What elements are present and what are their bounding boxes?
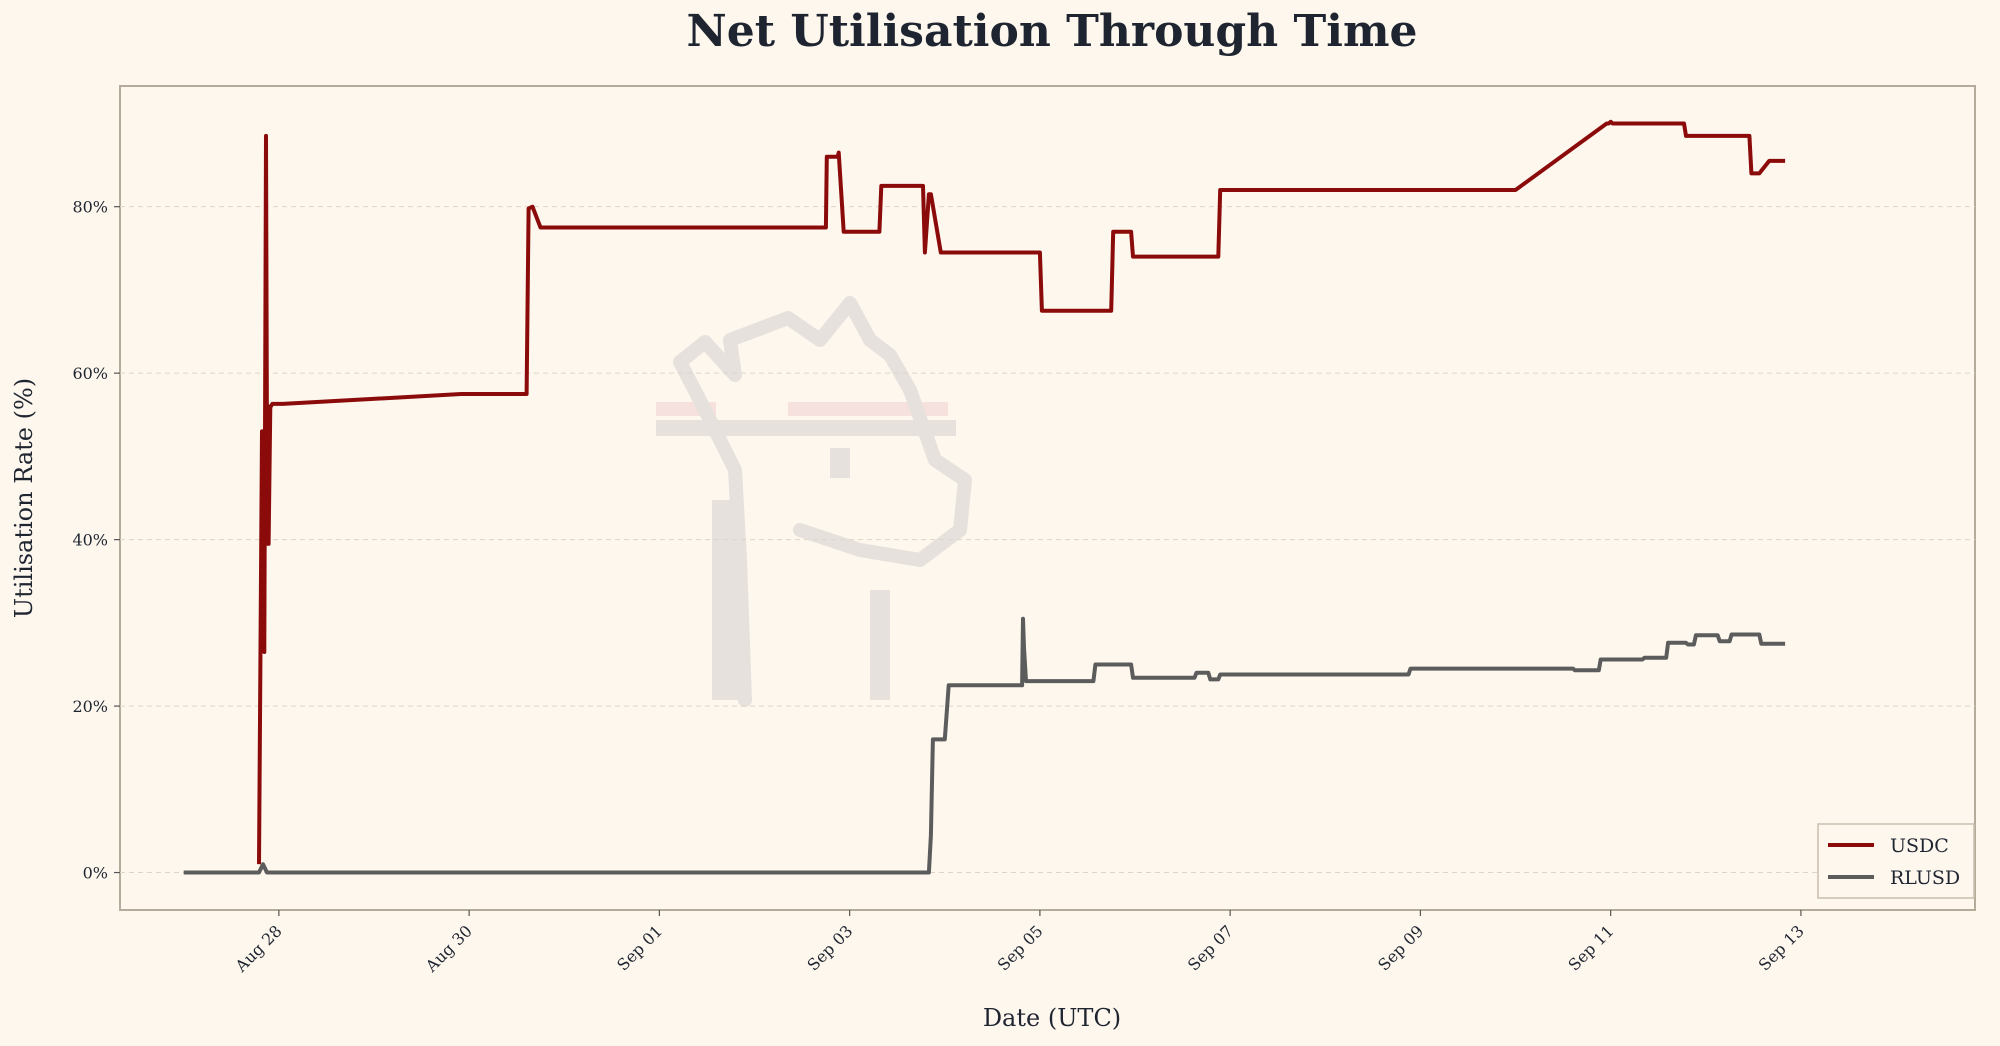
y-tick-label: 20%: [72, 697, 108, 716]
series-lines: [183, 119, 1786, 875]
legend-label-usdc: USDC: [1890, 835, 1949, 857]
y-axis-label: Utilisation Rate (%): [10, 378, 38, 618]
legend: USDC RLUSD: [1817, 823, 1975, 899]
legend-label-rlusd: RLUSD: [1890, 867, 1960, 889]
series-line-usdc: [257, 119, 1786, 865]
plot-area: [119, 85, 1976, 911]
x-axis-label: Date (UTC): [983, 1004, 1121, 1032]
legend-box: [1817, 823, 1975, 899]
watermark-logo: [656, 296, 972, 707]
series-line-rlusd: [183, 616, 1786, 875]
chart-title: Net Utilisation Through Time: [686, 6, 1417, 57]
y-tick-label: 80%: [72, 198, 108, 217]
y-tick-label: 60%: [72, 364, 108, 383]
y-axis: 0% 20% 40% 60% 80%: [72, 198, 120, 883]
y-tick-label: 0%: [83, 864, 108, 883]
y-tick-label: 40%: [72, 531, 108, 550]
